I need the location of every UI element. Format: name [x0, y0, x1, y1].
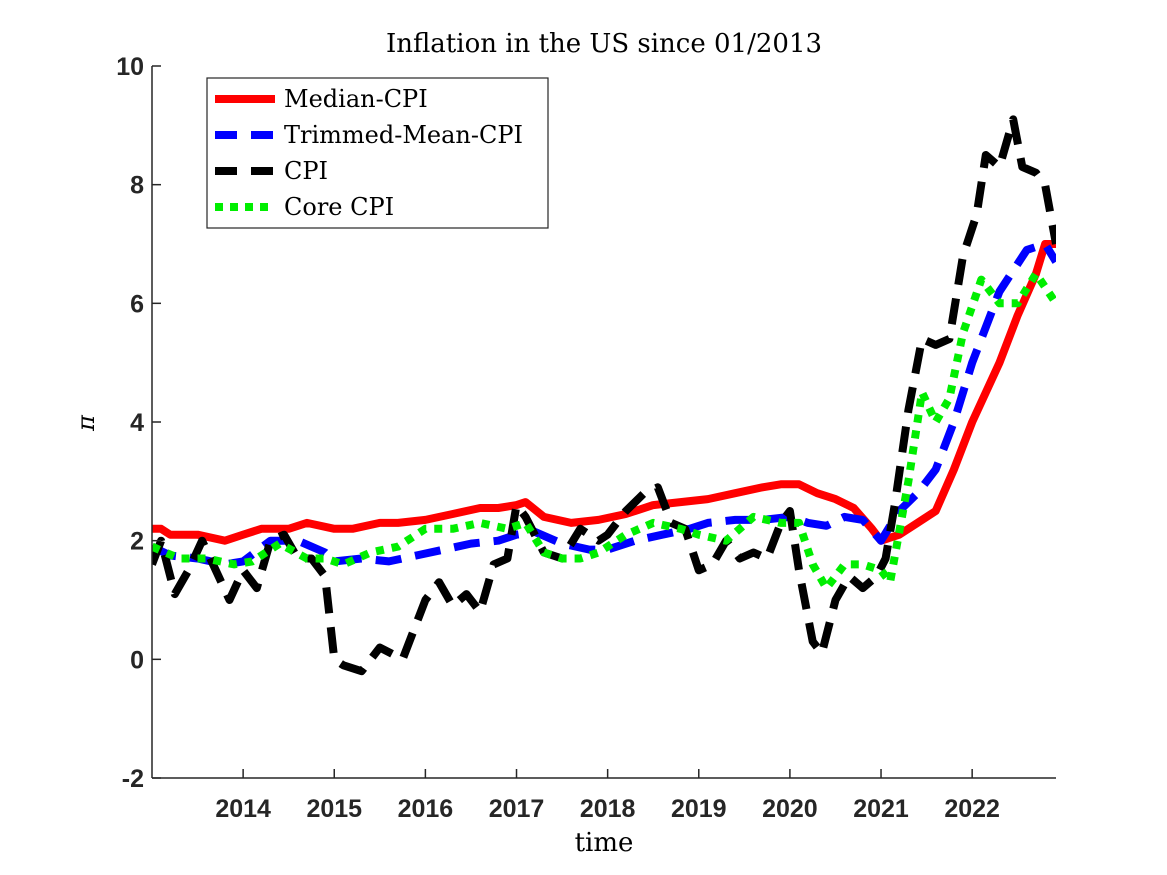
- y-tick-label: -2: [122, 765, 144, 793]
- y-tick-label: 4: [130, 409, 144, 437]
- x-tick-label: 2016: [398, 795, 454, 823]
- legend-label: Median-CPI: [284, 85, 428, 113]
- legend-label: Core CPI: [284, 193, 394, 221]
- y-axis-label: π: [72, 414, 100, 432]
- x-axis-label: time: [575, 828, 634, 858]
- x-tick-label: 2021: [853, 795, 909, 823]
- legend: Median-CPI Trimmed-Mean-CPI CPI Core CPI: [206, 77, 549, 229]
- x-axis: 2014 2015 2016 2017 2018 2019 2020 2021 2022: [215, 769, 1000, 823]
- series-line-trimmed-mean-cpi: [152, 240, 1056, 569]
- chart-title: Inflation in the US since 01/2013: [386, 29, 822, 59]
- series-line-median-cpi: [152, 240, 1056, 545]
- y-tick-label: 10: [116, 53, 144, 81]
- y-tick-label: 6: [130, 290, 144, 318]
- legend-label: CPI: [284, 157, 328, 185]
- x-tick-label: 2015: [306, 795, 362, 823]
- x-tick-label: 2019: [671, 795, 727, 823]
- x-tick-label: 2022: [944, 795, 1000, 823]
- x-tick-label: 2018: [580, 795, 636, 823]
- y-tick-label: 2: [130, 528, 144, 556]
- y-tick-label: 8: [130, 172, 144, 200]
- legend-label: Trimmed-Mean-CPI: [284, 121, 523, 149]
- y-axis: -2 0 2 4 6 8 10: [116, 53, 161, 793]
- x-tick-label: 2020: [762, 795, 818, 823]
- y-tick-label: 0: [130, 646, 144, 674]
- series-line-cpi: [152, 115, 1056, 676]
- x-tick-label: 2014: [215, 795, 271, 823]
- series-line-core-cpi: [152, 269, 1056, 593]
- x-tick-label: 2017: [489, 795, 545, 823]
